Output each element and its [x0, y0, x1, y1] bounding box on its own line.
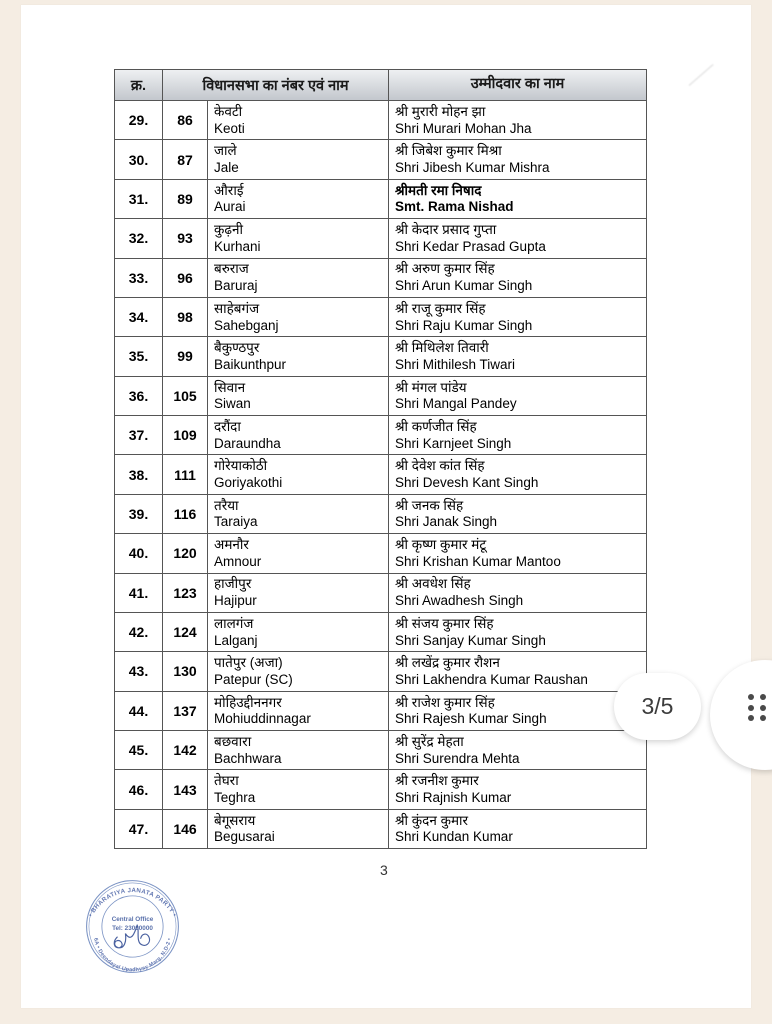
svg-text:Tel: 23000000: Tel: 23000000: [112, 925, 153, 932]
svg-text:Central Office: Central Office: [112, 916, 154, 923]
svg-text:6A • Deendayal Upadhyay Marg,: 6A • Deendayal Upadhyay Marg, N.D-2 •: [92, 938, 173, 974]
svg-text:• BHARATIYA JANATA PARTY •: • BHARATIYA JANATA PARTY •: [87, 887, 178, 918]
